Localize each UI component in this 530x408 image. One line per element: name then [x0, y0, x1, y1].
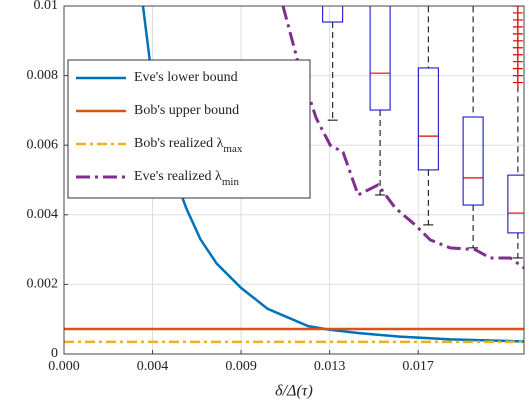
x-tick-label: 0.013 — [314, 359, 346, 374]
y-tick-label: 0.004 — [27, 207, 59, 222]
legend-label-text: Eve's lower bound — [134, 70, 238, 85]
y-tick-label: 0.002 — [27, 277, 59, 292]
box — [369, 6, 391, 111]
x-tick-label: 0.009 — [225, 359, 257, 374]
legend-label: Bob's upper bound — [134, 103, 239, 118]
x-tick-label: 0.004 — [137, 359, 169, 374]
legend-label: Bob's realized λmax — [134, 136, 243, 154]
x-axis-label: δ/Δ(τ) — [275, 383, 313, 400]
outlier — [512, 77, 523, 88]
legend-label-subscript: max — [223, 143, 242, 155]
y-tick-label: 0 — [51, 346, 58, 361]
y-tick-label: 0.006 — [27, 137, 59, 152]
x-tick-label: 0.017 — [402, 359, 434, 374]
x-tick-label: 0.000 — [48, 359, 80, 374]
series-line — [281, 6, 524, 270]
box — [322, 6, 344, 23]
box — [507, 174, 524, 234]
legend-label-text: Bob's upper bound — [134, 103, 239, 118]
y-tick-label: 0.01 — [34, 0, 59, 13]
box — [417, 67, 439, 171]
legend-box — [67, 59, 311, 199]
legend-label-subscript: min — [222, 176, 240, 188]
ticks: 0.000 0.004 0.009 0.013 0.017 0 0.002 0.004 0.00… — [27, 0, 434, 374]
box — [462, 116, 484, 206]
axes-frame — [63, 5, 525, 355]
y-tick-label: 0.008 — [27, 68, 59, 83]
legend-label: Eve's lower bound — [134, 70, 238, 85]
legend: Eve's lower bound Bob's upper bound Bob's … — [67, 59, 311, 199]
legend-label-text: Eve's realized λ — [134, 169, 222, 184]
legend-label: Eve's realized λmin — [134, 169, 239, 187]
legend-label-text: Bob's realized λ — [134, 136, 224, 151]
